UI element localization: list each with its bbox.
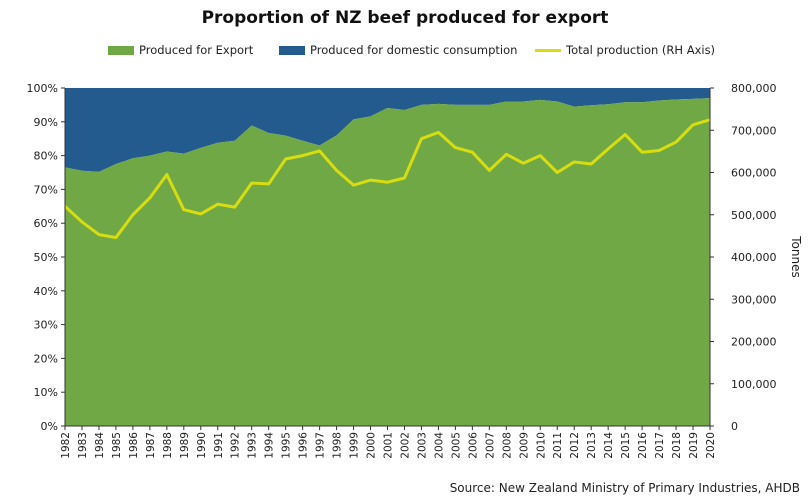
x-tick-label: 2007 — [484, 432, 496, 459]
x-tick-label: 1999 — [349, 432, 361, 459]
x-tick-label: 1985 — [111, 432, 123, 459]
x-tick-label: 2004 — [433, 432, 445, 459]
legend-label-export: Produced for Export — [139, 43, 254, 57]
right-tick-label: 0 — [731, 420, 738, 433]
x-tick-label: 2011 — [552, 432, 564, 459]
right-tick-label: 400,000 — [731, 251, 777, 264]
right-tick-label: 500,000 — [731, 209, 777, 222]
legend-swatch-export — [108, 45, 134, 55]
legend-item-domestic: Produced for domestic consumption — [279, 43, 517, 57]
x-tick-label: 1987 — [145, 432, 157, 459]
left-tick-label: 80% — [34, 150, 58, 163]
right-tick-label: 100,000 — [731, 378, 777, 391]
legend: Produced for Export Produced for domesti… — [0, 43, 810, 59]
legend-item-total: Total production (RH Axis) — [535, 43, 715, 57]
right-tick-label: 600,000 — [731, 167, 777, 180]
line-total-production — [63, 118, 711, 240]
line-layer — [63, 118, 711, 240]
left-tick-label: 0% — [41, 420, 58, 433]
x-tick-label: 2009 — [518, 432, 530, 459]
x-tick-label: 2016 — [637, 432, 649, 459]
left-tick-label: 40% — [34, 285, 58, 298]
x-tick-label: 2010 — [535, 432, 547, 459]
x-tick-label: 2019 — [688, 432, 700, 459]
x-tick-label: 2002 — [399, 432, 411, 459]
x-tick-label: 2000 — [366, 432, 378, 459]
x-tick-label: 1997 — [315, 432, 327, 459]
x-tick-label: 1991 — [213, 432, 225, 459]
legend-item-export: Produced for Export — [108, 43, 253, 57]
x-tick-label: 1990 — [196, 432, 208, 459]
right-tick-label: 300,000 — [731, 293, 777, 306]
left-tick-label: 70% — [34, 183, 58, 196]
right-tick-label: 800,000 — [731, 82, 777, 95]
left-tick-label: 60% — [34, 217, 58, 230]
area-domestic — [65, 88, 710, 172]
legend-label-domestic: Produced for domestic consumption — [310, 43, 518, 57]
chart-title: Proportion of NZ beef produced for expor… — [201, 8, 609, 28]
x-tick-label: 2018 — [671, 432, 683, 459]
x-tick-label: 2005 — [450, 432, 462, 459]
x-tick-label: 2003 — [416, 432, 428, 459]
x-tick-label: 1983 — [77, 432, 89, 459]
left-tick-label: 90% — [34, 116, 58, 129]
x-tick-label: 2014 — [603, 432, 615, 459]
left-tick-label: 30% — [34, 319, 58, 332]
x-tick-label: 1996 — [298, 432, 310, 459]
x-tick-label: 1995 — [281, 432, 293, 459]
x-tick-label: 2008 — [501, 432, 513, 459]
legend-label-total: Total production (RH Axis) — [566, 43, 716, 57]
left-tick-label: 20% — [34, 352, 58, 365]
x-tick-label: 1993 — [247, 432, 259, 459]
x-tick-label: 1989 — [179, 432, 191, 459]
source-note: Source: New Zealand Ministry of Primary … — [449, 481, 800, 495]
left-tick-label: 50% — [34, 251, 58, 264]
x-tick-label: 1994 — [264, 432, 276, 459]
x-tick-label: 2015 — [620, 432, 632, 459]
legend-swatch-total — [535, 48, 561, 52]
legend-swatch-domestic — [279, 45, 305, 55]
x-tick-label: 2017 — [654, 432, 666, 459]
area-export — [65, 98, 710, 426]
area-layer — [65, 88, 710, 426]
x-tick-label: 2020 — [705, 432, 717, 459]
x-tick-label: 1998 — [332, 432, 344, 459]
x-tick-label: 2006 — [467, 432, 479, 459]
x-tick-label: 1988 — [162, 432, 174, 459]
right-tick-label: 700,000 — [731, 124, 777, 137]
x-tick-label: 1986 — [128, 432, 140, 459]
x-tick-label: 2012 — [569, 432, 581, 459]
x-tick-label: 1982 — [60, 432, 72, 459]
x-tick-label: 1992 — [230, 432, 242, 459]
x-tick-label: 2001 — [383, 432, 395, 459]
left-tick-label: 100% — [27, 82, 58, 95]
x-tick-label: 1984 — [94, 432, 106, 459]
axes-layer: 0% 10% 20% 30% 40% 50% 60% 70% 80% 90% 100% 0 100,00… — [27, 82, 803, 459]
x-tick-label: 2013 — [586, 432, 598, 459]
left-tick-label: 10% — [34, 386, 58, 399]
right-axis-label: Tonnes — [789, 235, 803, 277]
right-tick-label: 200,000 — [731, 336, 777, 349]
